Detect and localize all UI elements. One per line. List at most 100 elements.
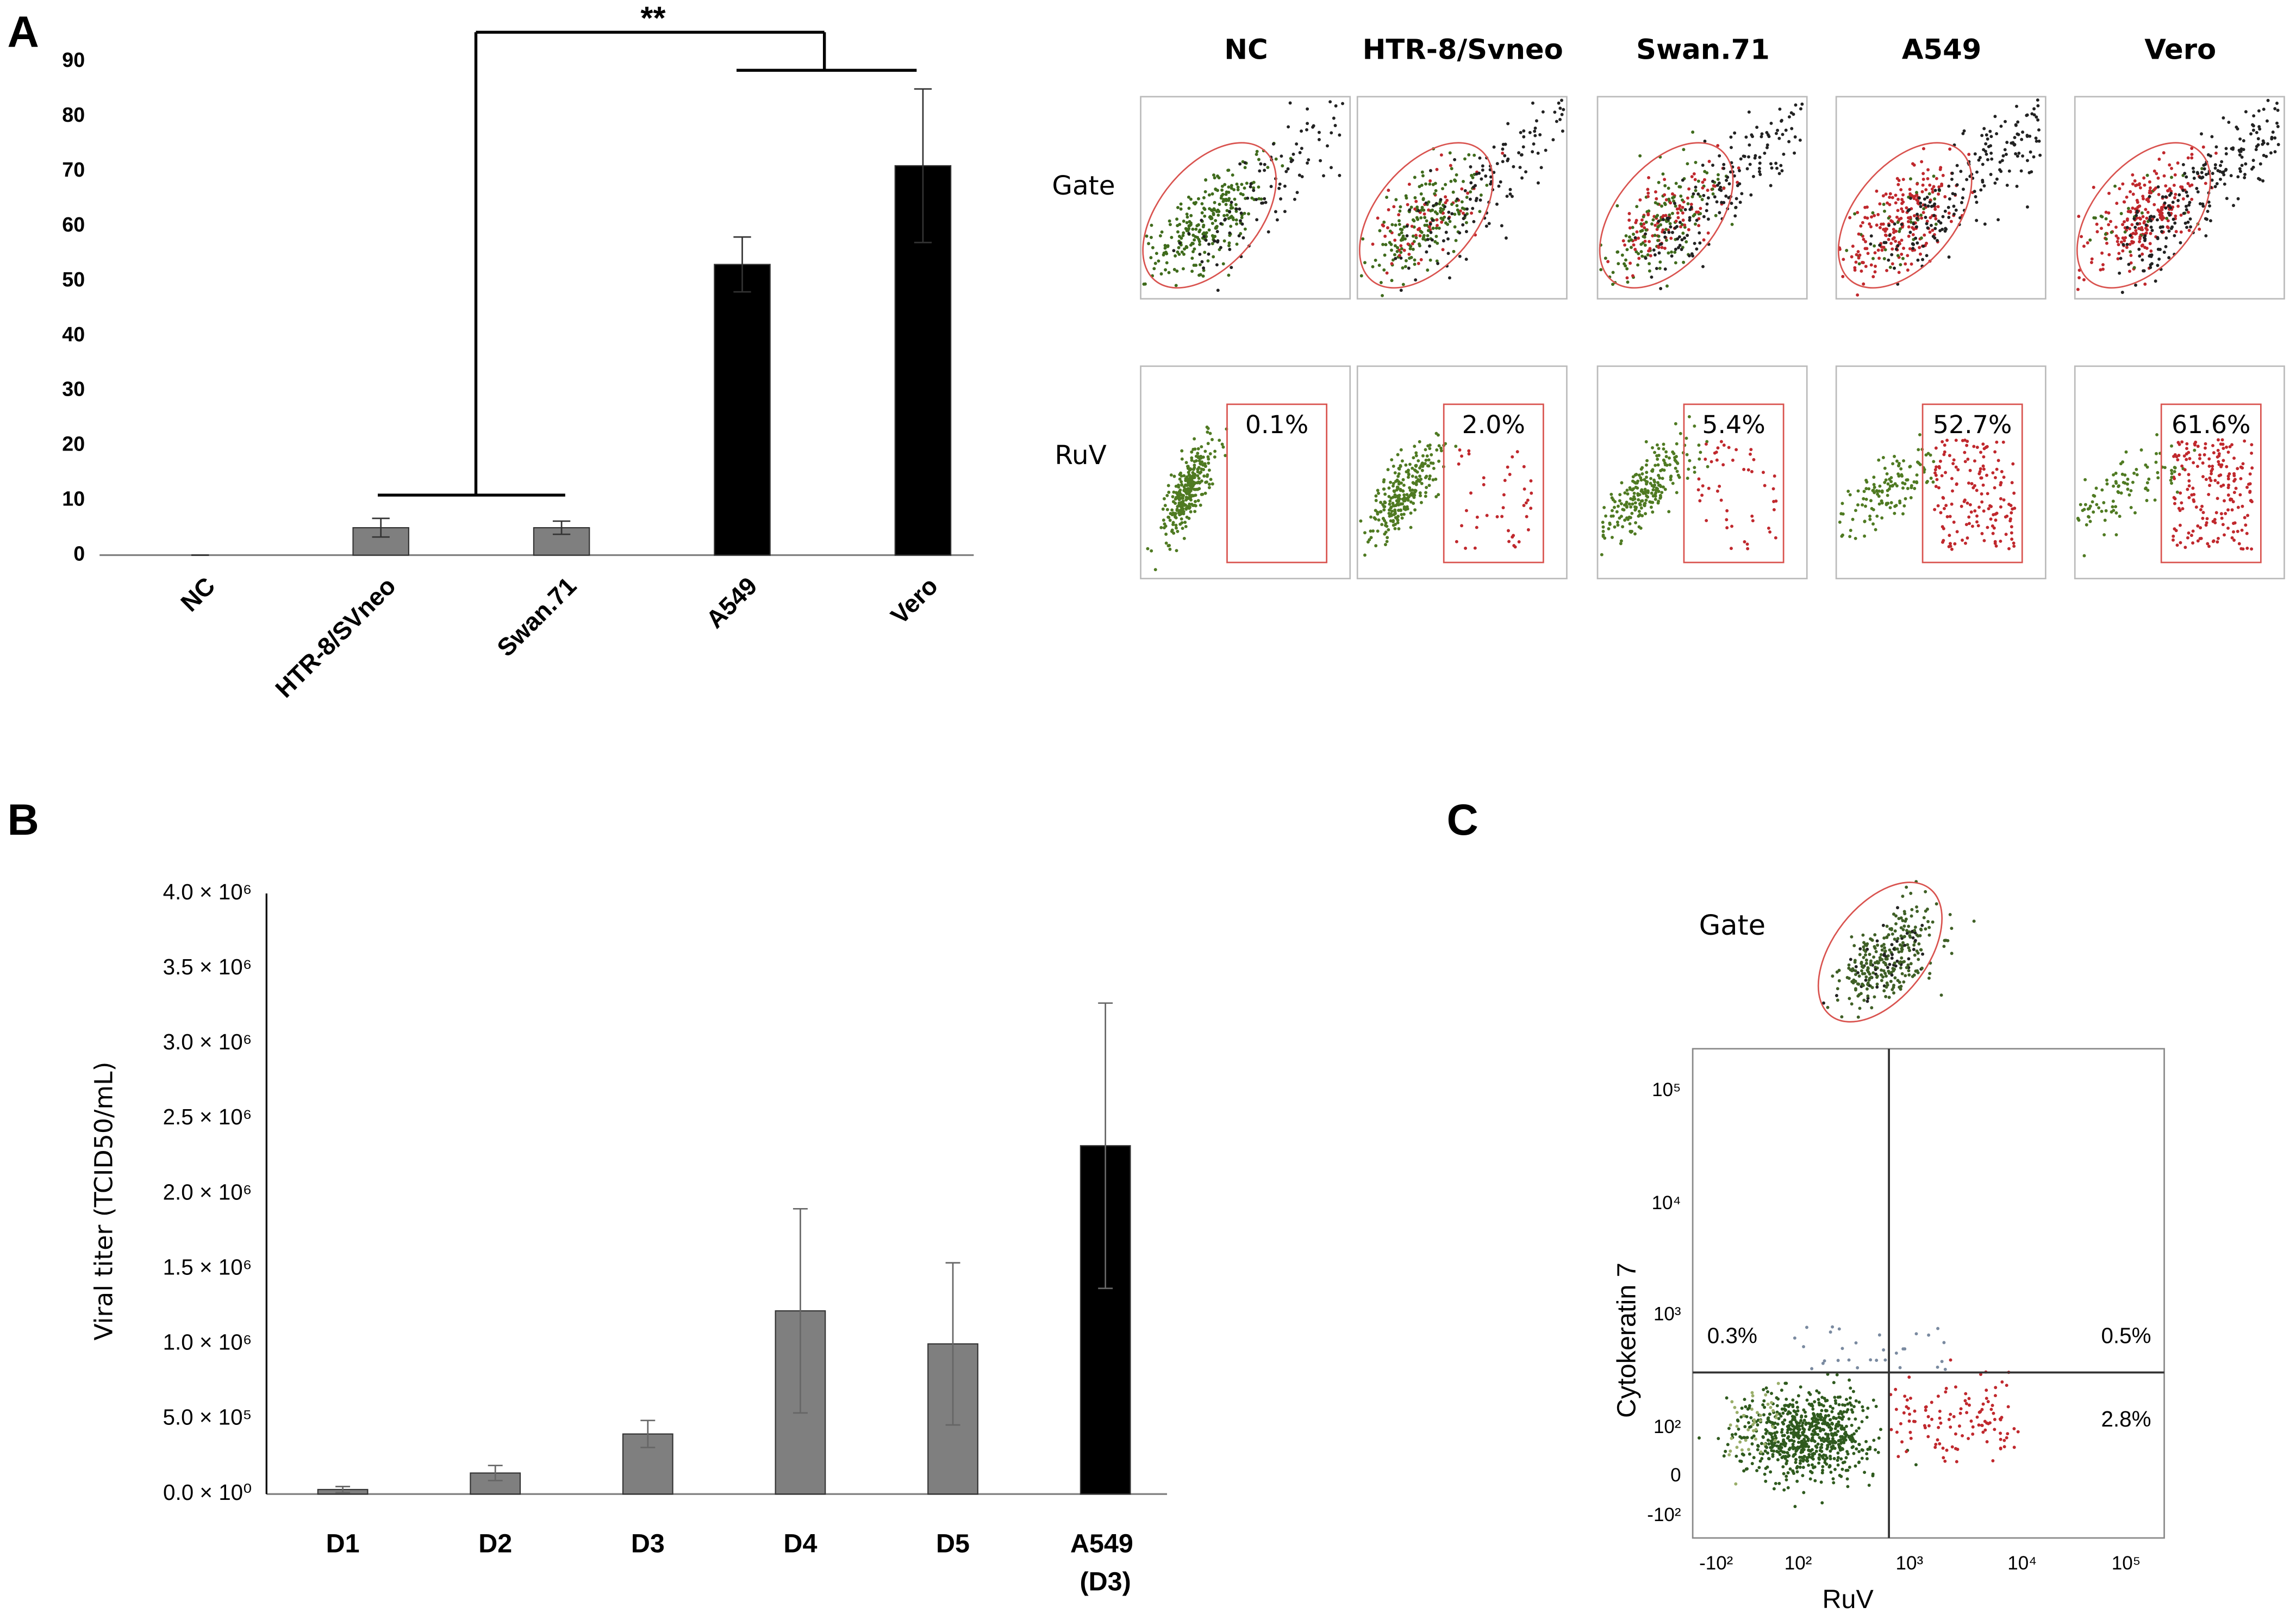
event-dot <box>1715 489 1719 493</box>
event-dot <box>1213 239 1216 243</box>
event-dot <box>1840 1467 1844 1471</box>
event-dot <box>2148 191 2151 195</box>
event-dot <box>1231 216 1235 220</box>
event-dot <box>1999 539 2002 543</box>
event-dot <box>1633 508 1637 512</box>
event-dot <box>1865 1416 1869 1419</box>
event-dot <box>1896 937 1900 941</box>
event-dot <box>1819 1438 1823 1442</box>
event-dot <box>1625 504 1629 508</box>
event-dot <box>2196 445 2200 448</box>
event-dot <box>1804 1422 1808 1426</box>
event-dot <box>1770 1401 1774 1404</box>
event-dot <box>1222 239 1226 243</box>
event-dot <box>1427 200 1431 204</box>
event-dot <box>2190 183 2194 187</box>
event-dot <box>2239 477 2243 480</box>
event-dot <box>1888 203 1892 207</box>
event-dot <box>1667 510 1671 514</box>
event-dot <box>1430 238 1434 242</box>
event-dot <box>2216 448 2220 452</box>
event-dot <box>1973 459 1976 463</box>
event-dot <box>1729 1423 1732 1427</box>
event-dot <box>1777 1417 1781 1421</box>
event-dot <box>1821 1361 1825 1365</box>
event-dot <box>1191 227 1195 231</box>
event-dot <box>1533 126 1537 130</box>
event-dot <box>2122 243 2125 247</box>
event-dot <box>1482 483 1486 486</box>
event-dot <box>1653 451 1657 454</box>
event-dot <box>1191 504 1195 508</box>
event-dot <box>1794 1461 1798 1464</box>
event-dot <box>1885 935 1889 939</box>
event-dot <box>2145 499 2149 502</box>
event-dot <box>1902 960 1906 964</box>
event-dot <box>1693 424 1696 428</box>
event-dot <box>1683 208 1687 211</box>
event-dot <box>1831 1422 1835 1426</box>
event-dot <box>1418 185 1421 189</box>
event-dot <box>1873 251 1877 255</box>
event-dot <box>2238 137 2242 141</box>
event-dot <box>1426 234 1430 237</box>
event-dot <box>1533 129 1537 133</box>
event-dot <box>1802 1428 1806 1431</box>
event-dot <box>1383 234 1387 238</box>
event-dot <box>2131 480 2135 484</box>
event-dot <box>1421 465 1425 468</box>
event-dot <box>1648 240 1651 243</box>
event-dot <box>1832 1381 1836 1385</box>
event-dot <box>2201 204 2205 208</box>
event-dot <box>1236 188 1240 192</box>
event-dot <box>1707 160 1711 163</box>
event-dot <box>1319 159 1322 162</box>
event-dot <box>1820 1501 1824 1505</box>
event-dot <box>1794 1458 1798 1461</box>
event-dot <box>1989 1408 1993 1411</box>
event-dot <box>2261 142 2264 146</box>
event-dot <box>1706 465 1709 468</box>
event-dot <box>1234 209 1238 213</box>
event-dot <box>1159 526 1163 529</box>
event-dot <box>1642 503 1646 507</box>
event-dot <box>1898 1366 1902 1369</box>
event-dot <box>2222 459 2225 462</box>
event-dot <box>1785 1462 1788 1466</box>
event-dot <box>2097 506 2101 510</box>
event-dot <box>1820 1449 1824 1453</box>
event-dot <box>1954 439 1958 442</box>
event-dot <box>2243 516 2247 520</box>
event-dot <box>2192 492 2196 496</box>
event-dot <box>2092 185 2095 189</box>
event-dot <box>1170 235 1174 239</box>
event-dot <box>1431 478 1435 481</box>
event-dot <box>2254 148 2258 152</box>
event-dot <box>1431 218 1434 222</box>
event-dot <box>1188 493 1191 497</box>
event-dot <box>2178 509 2182 512</box>
event-dot <box>1754 1428 1758 1431</box>
event-dot <box>1464 258 1468 261</box>
event-dot <box>1760 132 1764 136</box>
event-dot <box>1970 524 1974 528</box>
event-dot <box>1883 946 1886 950</box>
event-dot <box>1387 486 1391 490</box>
event-dot <box>2214 145 2218 149</box>
event-dot <box>2148 195 2151 198</box>
event-dot <box>1952 204 1956 208</box>
event-dot <box>1718 154 1721 158</box>
event-dot <box>1191 242 1195 246</box>
event-dot <box>1418 440 1421 443</box>
event-dot <box>1763 1472 1767 1476</box>
event-dot <box>1485 514 1489 517</box>
event-dot <box>1925 479 1929 483</box>
event-dot <box>1971 1425 1975 1429</box>
event-dot <box>1820 1471 1824 1475</box>
event-dot <box>2264 154 2268 158</box>
event-dot <box>1767 526 1770 530</box>
event-dot <box>1477 171 1481 175</box>
event-dot <box>1998 1417 2002 1421</box>
event-dot <box>2135 467 2138 471</box>
event-dot <box>1718 211 1721 215</box>
